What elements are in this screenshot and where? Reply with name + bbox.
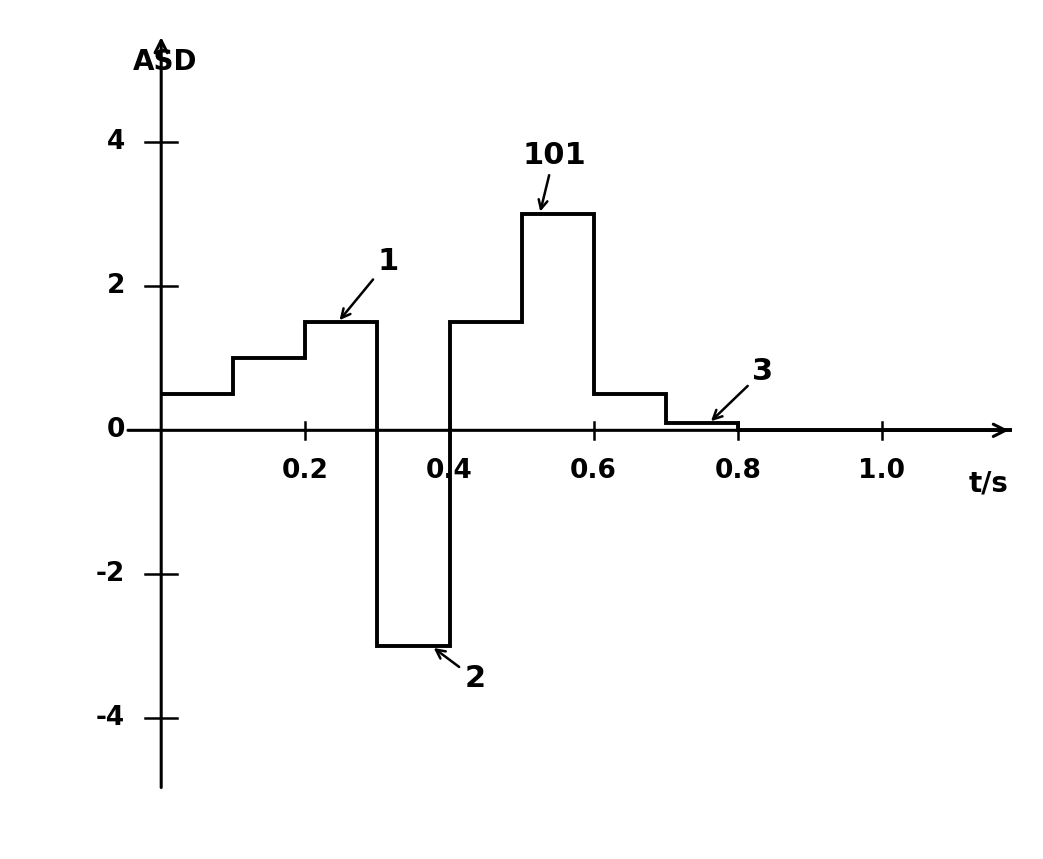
Text: ASD: ASD (132, 48, 197, 76)
Text: 3: 3 (713, 356, 774, 419)
Text: 1.0: 1.0 (858, 458, 905, 484)
Text: 0.6: 0.6 (571, 458, 617, 484)
Text: 0.4: 0.4 (427, 458, 472, 484)
Text: 2: 2 (106, 273, 125, 299)
Text: 4: 4 (107, 130, 125, 155)
Text: 0.8: 0.8 (714, 458, 761, 484)
Text: 0: 0 (106, 417, 125, 443)
Text: 2: 2 (436, 649, 485, 693)
Text: 1: 1 (341, 247, 398, 318)
Text: t/s: t/s (968, 470, 1009, 498)
Text: -2: -2 (96, 561, 125, 588)
Text: 0.2: 0.2 (282, 458, 329, 484)
Text: 101: 101 (523, 141, 586, 209)
Text: -4: -4 (96, 705, 125, 731)
